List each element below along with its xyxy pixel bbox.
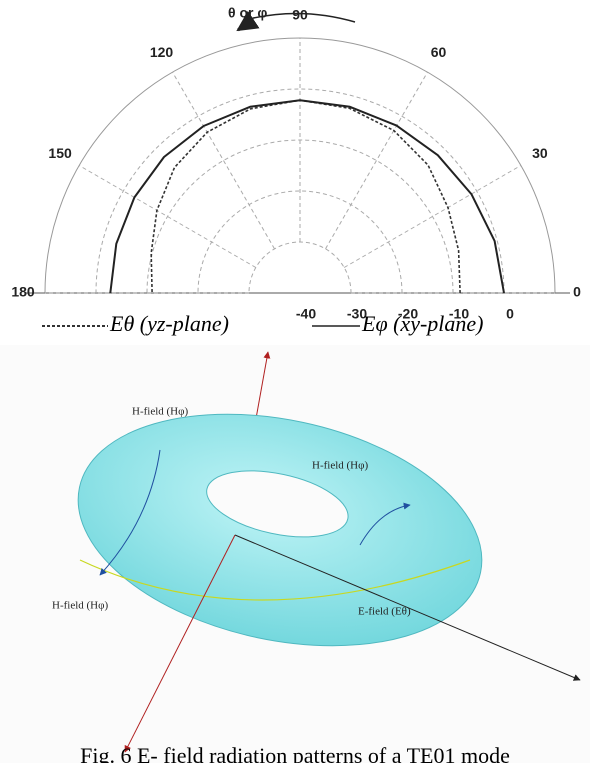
e-field-line: [79, 559, 471, 601]
theta-tick-label: 150: [48, 145, 72, 161]
theta-tick-label: 180: [11, 284, 35, 300]
theta-tick-label: 90: [292, 7, 308, 23]
field-label: H-field (Hφ): [132, 406, 188, 418]
rotation-label: θ or φ: [228, 5, 267, 21]
pattern-curve: [109, 99, 505, 294]
theta-tick-label: 120: [150, 44, 174, 60]
legend-label: Eθ (yz-plane): [109, 311, 229, 336]
theta-tick-label: 0: [573, 284, 581, 300]
legend: Eθ (yz-plane) Eφ (xy-plane): [42, 311, 484, 336]
grid-spoke: [172, 71, 275, 250]
field-label: E-field (Eθ): [358, 606, 411, 618]
x-axis: [124, 534, 236, 753]
pattern-curve: [150, 99, 461, 294]
r-tick-label: -40: [296, 306, 316, 322]
r-tick-label: -30: [347, 306, 367, 322]
grid-spoke: [78, 165, 257, 268]
y-axis: [234, 534, 581, 681]
grid-circle: [248, 241, 352, 294]
outer-arc: [44, 37, 556, 294]
h-field-line: [359, 502, 411, 546]
h-field-line: [99, 449, 161, 576]
polar-plot: -40 -30 -20 -10 0 0 30 60 90 120 150 180: [11, 7, 581, 322]
r-tick-label: -10: [449, 306, 469, 322]
theta-tick-label: 60: [431, 44, 447, 60]
r-tick-label: -20: [398, 306, 418, 322]
caption: Fig. 6 E- field radiation patterns of a …: [80, 743, 510, 763]
grid-spoke: [343, 165, 522, 268]
field-label: H-field (Hφ): [52, 600, 108, 612]
grid-circle: [95, 88, 505, 294]
grid-spoke: [325, 71, 428, 250]
torus-diagram: H-field (Hφ) H-field (Hφ) H-field (Hφ) E…: [0, 345, 590, 763]
legend-label: Eφ (xy-plane): [361, 311, 484, 336]
field-label: H-field (Hφ): [312, 460, 368, 472]
rotation-arrowhead: [236, 10, 260, 32]
r-tick-label: 0: [506, 306, 514, 322]
torus-hole: [206, 470, 349, 538]
theta-tick-label: 30: [532, 145, 548, 161]
